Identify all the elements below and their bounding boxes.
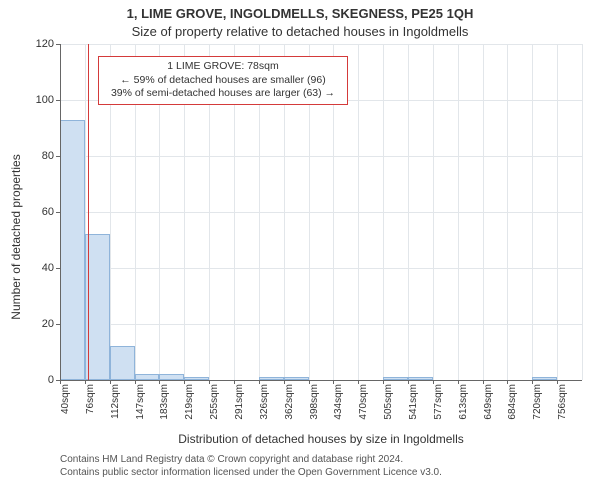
x-tick-label: 183sqm [159, 384, 170, 420]
page-subtitle: Size of property relative to detached ho… [0, 24, 600, 39]
gridline-vertical [507, 44, 508, 380]
y-tick-label: 120 [36, 38, 54, 50]
x-tick-label: 255sqm [209, 384, 220, 420]
gridline-vertical [383, 44, 384, 380]
y-tick-label: 60 [42, 206, 54, 218]
x-tick-label: 613sqm [458, 384, 469, 420]
x-axis-label: Distribution of detached houses by size … [60, 432, 582, 446]
gridline-horizontal [60, 268, 582, 269]
x-tick-label: 147sqm [135, 384, 146, 420]
x-tick-label: 541sqm [408, 384, 419, 420]
x-tick-label: 40sqm [60, 384, 71, 414]
x-tick-label: 291sqm [234, 384, 245, 420]
reference-callout: 1 LIME GROVE: 78sqm ← 59% of detached ho… [98, 56, 348, 105]
attribution-line: Contains HM Land Registry data © Crown c… [60, 454, 582, 467]
x-tick-label: 577sqm [433, 384, 444, 420]
attribution-line: Contains public sector information licen… [60, 467, 582, 480]
gridline-vertical [483, 44, 484, 380]
reference-line [88, 44, 89, 380]
y-axis-label: Number of detached properties [9, 127, 23, 347]
callout-line: 1 LIME GROVE: 78sqm [105, 60, 341, 74]
x-tick-label: 505sqm [383, 384, 394, 420]
x-tick-label: 398sqm [309, 384, 320, 420]
gridline-vertical [433, 44, 434, 380]
y-tick-label: 80 [42, 150, 54, 162]
page-title: 1, LIME GROVE, INGOLDMELLS, SKEGNESS, PE… [0, 6, 600, 21]
y-axis-line [60, 44, 61, 380]
gridline-vertical [532, 44, 533, 380]
y-tick-label: 100 [36, 94, 54, 106]
x-tick-label: 76sqm [85, 384, 96, 414]
x-tick-label: 756sqm [557, 384, 568, 420]
y-tick-label: 40 [42, 262, 54, 274]
histogram-bar [110, 346, 135, 380]
x-tick-label: 684sqm [507, 384, 518, 420]
gridline-horizontal [60, 44, 582, 45]
x-tick-label: 649sqm [483, 384, 494, 420]
y-tick-label: 20 [42, 318, 54, 330]
x-tick-label: 470sqm [358, 384, 369, 420]
callout-line: ← 59% of detached houses are smaller (96… [105, 74, 341, 88]
gridline-vertical [458, 44, 459, 380]
histogram-bar [60, 120, 85, 380]
x-axis-line [60, 380, 582, 381]
x-tick-label: 112sqm [110, 384, 121, 419]
x-tick-label: 219sqm [184, 384, 195, 420]
gridline-vertical [557, 44, 558, 380]
gridline-horizontal [60, 156, 582, 157]
x-tick-label: 434sqm [333, 384, 344, 420]
x-tick-label: 362sqm [284, 384, 295, 420]
y-tick-label: 0 [48, 374, 54, 386]
callout-line: 39% of semi-detached houses are larger (… [105, 87, 341, 101]
gridline-horizontal [60, 212, 582, 213]
gridline-vertical [582, 44, 583, 380]
x-tick-label: 720sqm [532, 384, 543, 420]
gridline-horizontal [60, 324, 582, 325]
gridline-vertical [358, 44, 359, 380]
attribution-text: Contains HM Land Registry data © Crown c… [60, 454, 582, 479]
gridline-vertical [408, 44, 409, 380]
x-tick-label: 326sqm [259, 384, 270, 420]
